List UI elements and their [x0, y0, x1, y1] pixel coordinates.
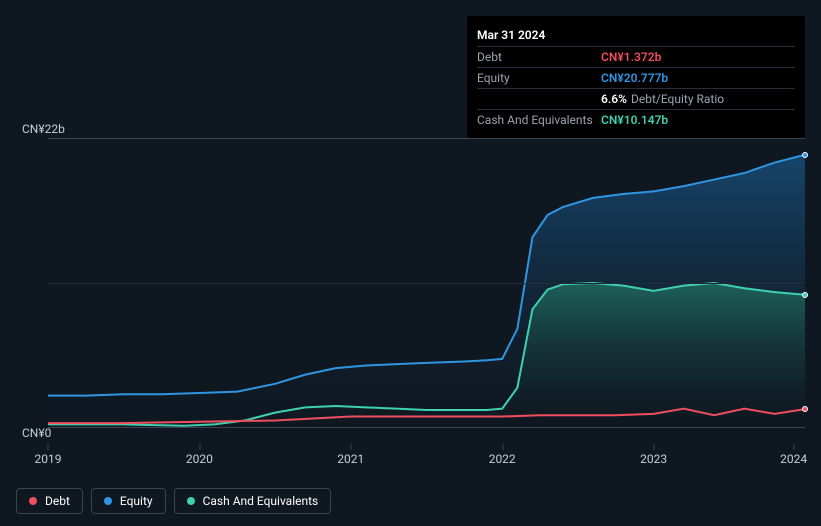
chart-tooltip: Mar 31 2024 DebtCN¥1.372bEquityCN¥20.777…: [467, 16, 805, 138]
legend-label: Equity: [120, 494, 153, 508]
tooltip-row: 6.6%Debt/Equity Ratio: [477, 88, 795, 109]
tooltip-row-value: CN¥20.777b: [601, 71, 668, 85]
x-axis-tick: 2024: [780, 452, 807, 466]
legend-label: Debt: [45, 494, 70, 508]
legend-swatch-icon: [29, 497, 37, 505]
tooltip-row-value: CN¥1.372b: [601, 50, 661, 64]
chart-area: CN¥22b CN¥0 2019 2020 2021 2022 2023 2024: [16, 124, 805, 476]
chart-legend: Debt Equity Cash And Equivalents: [16, 488, 331, 514]
y-axis-top-label: CN¥22b: [22, 122, 65, 136]
y-axis-bottom-label: CN¥0: [22, 426, 51, 440]
legend-swatch-icon: [104, 497, 112, 505]
x-axis-tick: 2019: [35, 452, 62, 466]
series-end-marker: [802, 406, 808, 412]
x-axis-tick: 2023: [640, 452, 667, 466]
series-end-marker: [802, 292, 808, 298]
x-axis-tick: 2022: [489, 452, 516, 466]
legend-label: Cash And Equivalents: [203, 494, 319, 508]
tooltip-date: Mar 31 2024: [477, 24, 795, 46]
legend-swatch-icon: [187, 497, 195, 505]
tooltip-row: DebtCN¥1.372b: [477, 46, 795, 67]
legend-item[interactable]: Cash And Equivalents: [174, 488, 332, 514]
tooltip-row-label: Debt: [477, 50, 601, 64]
tooltip-row-value: 6.6%Debt/Equity Ratio: [601, 92, 724, 106]
legend-item[interactable]: Equity: [91, 488, 166, 514]
tooltip-row-label: [477, 92, 601, 106]
x-axis-tick: 2020: [186, 452, 213, 466]
tooltip-row: EquityCN¥20.777b: [477, 67, 795, 88]
tooltip-row-extra: Debt/Equity Ratio: [631, 92, 724, 106]
gridline: [48, 283, 805, 284]
series-end-marker: [802, 152, 808, 158]
x-axis-tick: 2021: [337, 452, 364, 466]
chart-plot[interactable]: [48, 138, 805, 428]
tooltip-row-label: Equity: [477, 71, 601, 85]
legend-item[interactable]: Debt: [16, 488, 83, 514]
